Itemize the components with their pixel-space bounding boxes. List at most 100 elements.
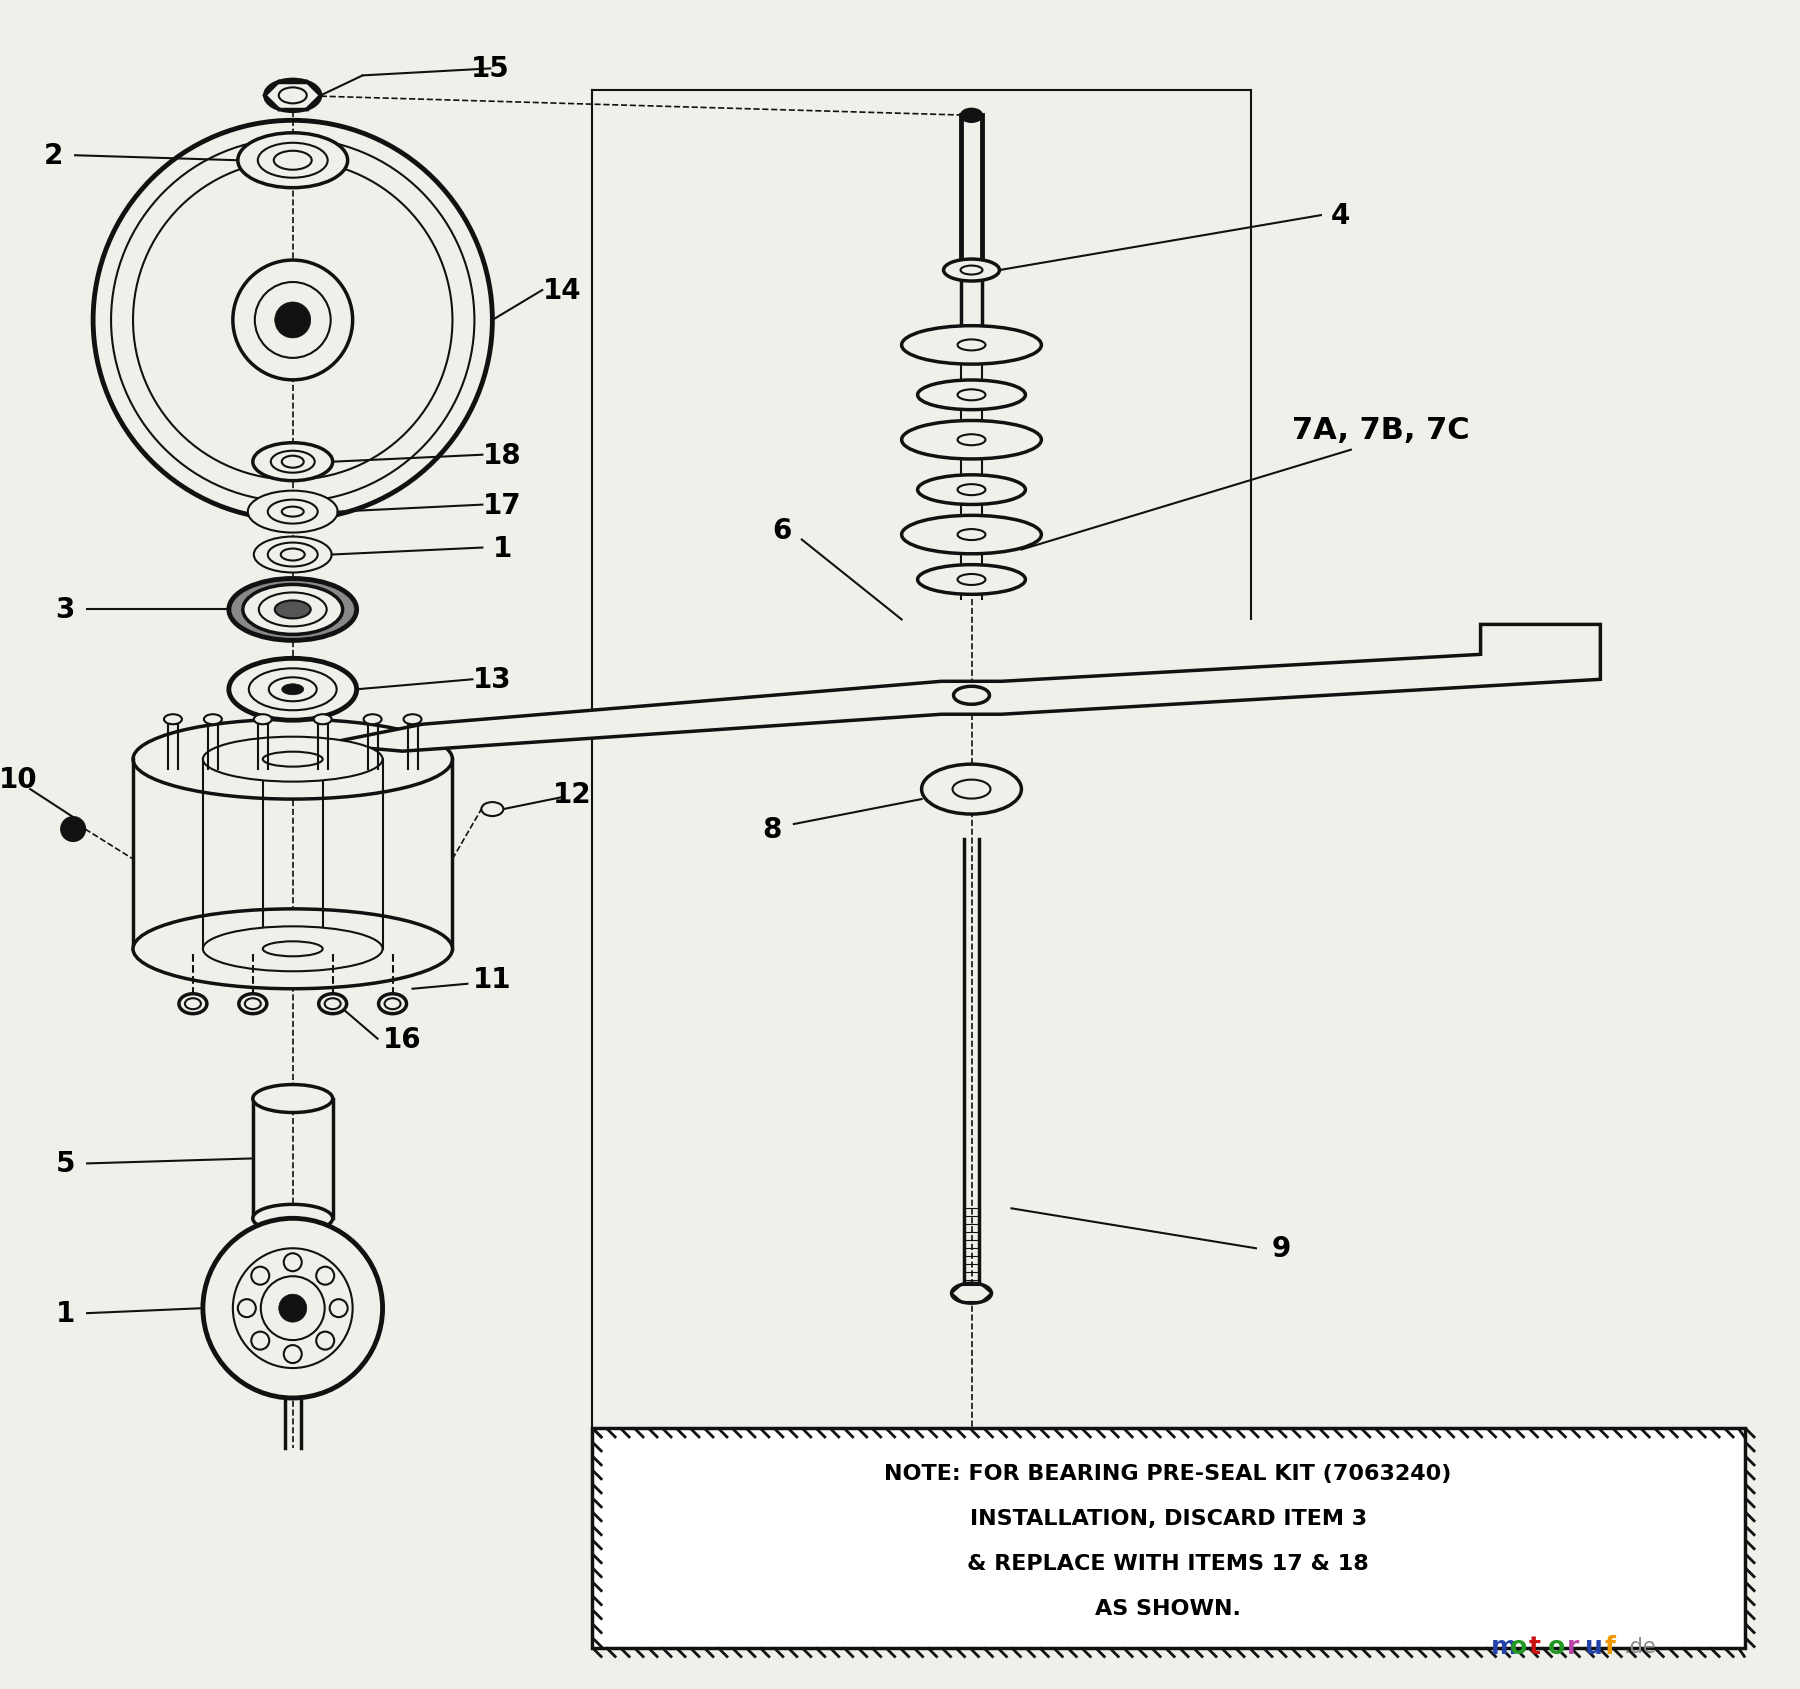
Text: 3: 3	[56, 596, 76, 623]
Text: 7A, 7B, 7C: 7A, 7B, 7C	[1292, 415, 1469, 444]
Circle shape	[133, 160, 452, 480]
Ellipse shape	[268, 544, 317, 568]
Text: 1: 1	[56, 1299, 76, 1328]
Ellipse shape	[254, 714, 272, 725]
Ellipse shape	[922, 765, 1021, 814]
Text: AS SHOWN.: AS SHOWN.	[1094, 1598, 1240, 1618]
Text: f: f	[1604, 1633, 1615, 1657]
Ellipse shape	[902, 517, 1042, 554]
Circle shape	[232, 1248, 353, 1368]
Ellipse shape	[918, 380, 1026, 410]
Ellipse shape	[265, 81, 320, 111]
Ellipse shape	[185, 998, 202, 1010]
Circle shape	[317, 1267, 335, 1285]
Circle shape	[284, 1346, 302, 1363]
Ellipse shape	[203, 714, 221, 725]
Text: 8: 8	[761, 816, 781, 843]
Ellipse shape	[178, 995, 207, 1013]
Text: 9: 9	[1271, 1235, 1291, 1262]
Ellipse shape	[263, 752, 322, 767]
Ellipse shape	[268, 677, 317, 703]
Ellipse shape	[283, 507, 304, 517]
Text: 16: 16	[383, 1025, 421, 1052]
Text: 12: 12	[553, 780, 592, 809]
Bar	[592, 1429, 1744, 1647]
Ellipse shape	[263, 942, 322, 956]
Ellipse shape	[954, 687, 990, 704]
Text: 14: 14	[544, 277, 581, 304]
Ellipse shape	[252, 1204, 333, 1233]
Text: t: t	[1528, 1633, 1541, 1657]
Ellipse shape	[385, 998, 401, 1010]
Circle shape	[252, 1333, 270, 1350]
Text: 18: 18	[482, 441, 522, 470]
Circle shape	[279, 1294, 306, 1322]
Ellipse shape	[283, 684, 304, 696]
Circle shape	[275, 302, 311, 339]
Text: u: u	[1586, 1633, 1604, 1657]
Polygon shape	[322, 625, 1600, 752]
Text: 6: 6	[772, 517, 792, 544]
Ellipse shape	[902, 421, 1042, 459]
Ellipse shape	[958, 339, 985, 351]
Text: 11: 11	[473, 964, 511, 993]
Text: o: o	[1510, 1633, 1526, 1657]
Ellipse shape	[229, 659, 356, 721]
Ellipse shape	[259, 593, 326, 627]
Ellipse shape	[958, 485, 985, 497]
Ellipse shape	[961, 110, 983, 123]
Ellipse shape	[248, 669, 337, 711]
Ellipse shape	[313, 714, 331, 725]
Ellipse shape	[164, 714, 182, 725]
Text: 17: 17	[482, 491, 522, 519]
Text: o: o	[1548, 1633, 1564, 1657]
Ellipse shape	[254, 537, 331, 573]
Ellipse shape	[319, 995, 347, 1013]
Circle shape	[261, 1277, 324, 1341]
Circle shape	[232, 260, 353, 380]
Ellipse shape	[952, 1284, 992, 1304]
Ellipse shape	[245, 998, 261, 1010]
Ellipse shape	[275, 601, 311, 620]
Ellipse shape	[281, 549, 304, 561]
Circle shape	[203, 1218, 383, 1398]
Ellipse shape	[364, 714, 382, 725]
Text: 1: 1	[493, 534, 511, 562]
Ellipse shape	[257, 144, 328, 179]
Ellipse shape	[203, 738, 383, 782]
Ellipse shape	[958, 574, 985, 586]
Circle shape	[112, 138, 475, 502]
Text: INSTALLATION, DISCARD ITEM 3: INSTALLATION, DISCARD ITEM 3	[970, 1508, 1366, 1529]
Ellipse shape	[958, 530, 985, 540]
Ellipse shape	[252, 1084, 333, 1113]
Ellipse shape	[958, 436, 985, 446]
Ellipse shape	[403, 714, 421, 725]
Circle shape	[284, 1253, 302, 1272]
Text: 4: 4	[1332, 203, 1350, 230]
Ellipse shape	[958, 390, 985, 400]
Circle shape	[252, 1267, 270, 1285]
Ellipse shape	[268, 500, 317, 524]
Text: NOTE: FOR BEARING PRE-SEAL KIT (7063240): NOTE: FOR BEARING PRE-SEAL KIT (7063240)	[884, 1463, 1453, 1483]
Ellipse shape	[481, 802, 504, 816]
Circle shape	[317, 1333, 335, 1350]
Ellipse shape	[239, 995, 266, 1013]
Circle shape	[256, 282, 331, 358]
Circle shape	[329, 1299, 347, 1317]
Ellipse shape	[270, 451, 315, 473]
Ellipse shape	[279, 88, 306, 105]
Ellipse shape	[943, 260, 999, 282]
Ellipse shape	[902, 326, 1042, 365]
Circle shape	[61, 817, 85, 841]
Text: 5: 5	[56, 1150, 76, 1177]
Text: m: m	[1490, 1633, 1517, 1657]
Ellipse shape	[229, 579, 356, 642]
Ellipse shape	[918, 476, 1026, 505]
Text: 2: 2	[43, 142, 63, 171]
Ellipse shape	[133, 909, 452, 990]
Ellipse shape	[248, 491, 338, 534]
Text: .de: .de	[1624, 1635, 1656, 1655]
Text: 15: 15	[472, 56, 509, 83]
Text: r: r	[1566, 1633, 1579, 1657]
Text: 13: 13	[473, 665, 511, 694]
